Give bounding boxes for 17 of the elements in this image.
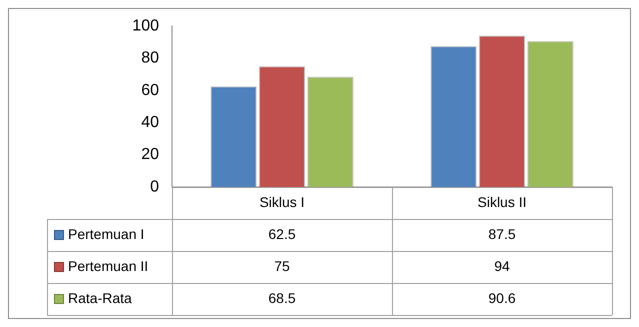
data-label: 75 (274, 258, 290, 274)
data-label: 87.5 (488, 226, 516, 242)
y-tick-label: 100 (132, 17, 160, 34)
data-label: 62.5 (268, 226, 296, 242)
y-tick-label: 40 (141, 114, 160, 132)
legend-label: Pertemuan II (68, 258, 148, 274)
data-label: 90.6 (488, 290, 516, 306)
x-tick-label: Siklus II (477, 194, 527, 210)
y-tick-label: 60 (141, 82, 160, 99)
y-tick-label: 0 (150, 178, 160, 196)
data-label: 68.5 (268, 290, 296, 306)
legend-label: Rata-Rata (68, 290, 132, 306)
y-tick-label: 20 (141, 146, 160, 164)
x-tick-label: Siklus I (259, 194, 305, 210)
legend-label: Pertemuan I (68, 226, 144, 242)
y-tick-label: 80 (141, 50, 160, 67)
data-label: 94 (494, 258, 510, 274)
